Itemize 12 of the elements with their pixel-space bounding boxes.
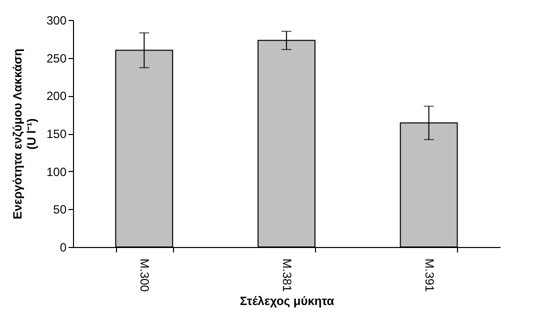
x-tick-label: M.381	[280, 258, 294, 292]
y-tick-label: 150	[46, 127, 67, 141]
y-axis-title: Ενεργότητα ενζύμου Λακκάση (U l⁻¹)	[10, 48, 38, 220]
y-tick-label: 200	[46, 89, 67, 104]
x-tick-label: M.300	[138, 258, 152, 292]
y-tick-label: 50	[53, 202, 67, 217]
x-tick-label: M.391	[422, 258, 436, 292]
x-axis-title: Στέλεχος μύκητα	[240, 294, 335, 308]
y-tick-label: 0	[60, 240, 67, 254]
y-tick-label: 250	[46, 51, 67, 66]
y-tick-label: 300	[46, 14, 67, 28]
y-tick-label: 100	[46, 164, 67, 179]
